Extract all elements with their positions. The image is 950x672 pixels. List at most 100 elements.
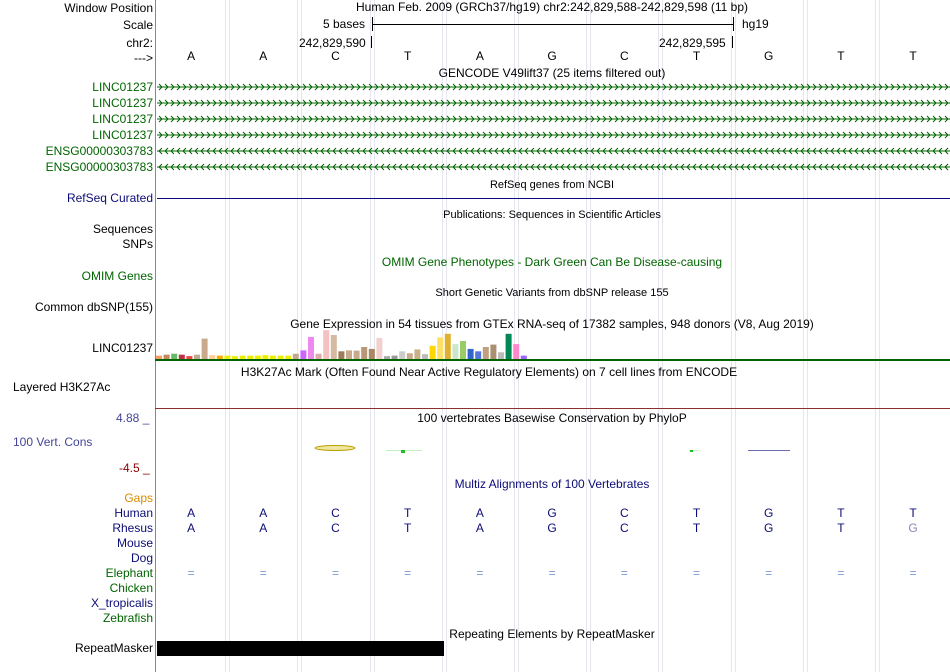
omim-label[interactable]: OMIM Genes: [81, 269, 153, 283]
grid-line: [730, 0, 732, 672]
h3k27ac-title: H3K27Ac Mark (Often Found Near Active Re…: [240, 365, 738, 379]
species-label[interactable]: Mouse: [116, 536, 153, 550]
species-label[interactable]: Chicken: [109, 581, 153, 595]
gtex-baseline: [155, 359, 950, 361]
gtex-tissue-bar: [262, 355, 269, 359]
gtex-tissue-bar: [498, 352, 504, 359]
gencode-title: GENCODE V49lift37 (25 items filtered out…: [438, 66, 666, 80]
multiz-title: Multiz Alignments of 100 Vertebrates: [454, 477, 650, 491]
gtex-tissue-bar: [513, 344, 520, 359]
gtex-tissue-bar: [346, 350, 352, 359]
alignment-base: A: [187, 506, 196, 520]
alignment-base: =: [837, 566, 845, 580]
grid-line: [590, 0, 592, 672]
gtex-tissue-bar: [429, 345, 436, 359]
gtex-label[interactable]: LINC01237: [92, 341, 153, 355]
gencode-strand-arrows: [158, 99, 949, 107]
gtex-tissue-bar: [285, 355, 292, 359]
gtex-tissue-bar: [232, 356, 238, 359]
gtex-tissue-bar: [292, 353, 299, 359]
species-label[interactable]: Dog: [130, 551, 153, 565]
species-label[interactable]: Elephant: [105, 566, 153, 580]
gtex-tissue-bar: [216, 355, 223, 359]
ruler-title[interactable]: Human Feb. 2009 (GRCh37/hg19) chr2:242,8…: [355, 0, 749, 14]
phylop-signal-bar: [689, 450, 699, 451]
chrom-label: chr2:: [126, 36, 153, 50]
refseq-title: RefSeq genes from NCBI: [489, 179, 615, 191]
alignment-base: G: [908, 521, 918, 535]
alignment-base: =: [404, 566, 412, 580]
gencode-strand-arrows: [158, 147, 949, 155]
species-label[interactable]: Rhesus: [112, 521, 153, 535]
grid-line: [734, 0, 736, 672]
alignment-base: A: [187, 521, 196, 535]
phylop-signal-bar: [748, 450, 790, 451]
gtex-tissue-bar: [186, 356, 193, 359]
ruler-base: C: [619, 49, 629, 63]
grid-line: [297, 0, 299, 672]
grid-line: [514, 0, 515, 672]
gencode-item-label[interactable]: LINC01237: [92, 96, 153, 110]
species-label[interactable]: Human: [114, 506, 153, 520]
gtex-tissue-bar: [505, 333, 512, 359]
gencode-item-label[interactable]: LINC01237: [92, 80, 153, 94]
gencode-item-label[interactable]: ENSG00000303783: [45, 144, 153, 158]
phylop-title: 100 vertebrates Basewise Conservation by…: [417, 411, 687, 425]
species-label[interactable]: X_tropicalis: [90, 596, 153, 610]
refseq-label[interactable]: RefSeq Curated: [66, 191, 153, 205]
gtex-tissue-bar: [467, 348, 474, 359]
grid-line: [301, 0, 303, 672]
species-label[interactable]: Zebrafish: [102, 611, 153, 625]
dbsnp-label[interactable]: Common dbSNP(155): [34, 300, 153, 314]
alignment-base: A: [259, 521, 268, 535]
grid-line: [806, 0, 808, 672]
scale-label: Scale: [122, 18, 153, 32]
h3k27ac-label[interactable]: Layered H3K27Ac: [13, 380, 111, 394]
alignment-base: =: [620, 566, 628, 580]
phylop-label[interactable]: 100 Vert. Cons: [13, 435, 93, 449]
gtex-tissue-bar: [414, 349, 421, 359]
gtex-tissue-bar: [361, 347, 368, 359]
coord-left-tick: [371, 36, 372, 48]
gtex-tissue-bar: [163, 354, 170, 359]
gtex-tissue-bar: [239, 355, 246, 359]
alignment-base: C: [331, 506, 340, 520]
gtex-tissue-bar: [315, 353, 322, 359]
gtex-title: Gene Expression in 54 tissues from GTEx …: [290, 317, 814, 331]
gencode-item-label[interactable]: LINC01237: [92, 128, 153, 142]
gtex-tissue-bar: [300, 350, 307, 359]
alignment-base: T: [404, 506, 412, 520]
gtex-tissue-bar: [368, 348, 375, 359]
alignment-base: =: [548, 566, 556, 580]
gencode-item-label[interactable]: ENSG00000303783: [45, 160, 153, 174]
gtex-tissue-bar: [254, 355, 261, 359]
repeat-element-block[interactable]: [157, 641, 444, 656]
alignment-base: =: [476, 566, 484, 580]
gencode-item-label[interactable]: LINC01237: [92, 112, 153, 126]
ruler-base: A: [187, 49, 196, 63]
gtex-tissue-bar: [452, 344, 459, 359]
gtex-tissue-bar: [406, 353, 413, 359]
alignment-base: T: [837, 506, 845, 520]
phylop-signal-blob: [314, 445, 356, 451]
sequences-label[interactable]: Sequences: [92, 222, 153, 236]
ruler-base: G: [764, 49, 774, 63]
gencode-tracks[interactable]: [0, 0, 950, 200]
refseq-line[interactable]: [157, 198, 950, 199]
label-divider: [155, 0, 156, 672]
ruler-base: A: [259, 49, 268, 63]
gaps-label[interactable]: Gaps: [124, 491, 153, 505]
gtex-tissue-bar: [330, 335, 337, 359]
snps-label[interactable]: SNPs: [122, 237, 153, 251]
alignment-base: T: [837, 521, 845, 535]
dbsnp-title: Short Genetic Variants from dbSNP releas…: [435, 287, 669, 299]
phylop-signal-bar: [401, 450, 405, 453]
gtex-bar-chart[interactable]: [155, 330, 555, 362]
repeatmasker-label[interactable]: RepeatMasker: [74, 641, 153, 655]
gtex-tissue-bar: [178, 354, 185, 359]
coord-right: 242,829,595: [659, 36, 726, 50]
gtex-tissue-bar: [444, 333, 451, 359]
gtex-tissue-bar: [277, 355, 284, 359]
gtex-tissue-bar: [338, 351, 345, 359]
